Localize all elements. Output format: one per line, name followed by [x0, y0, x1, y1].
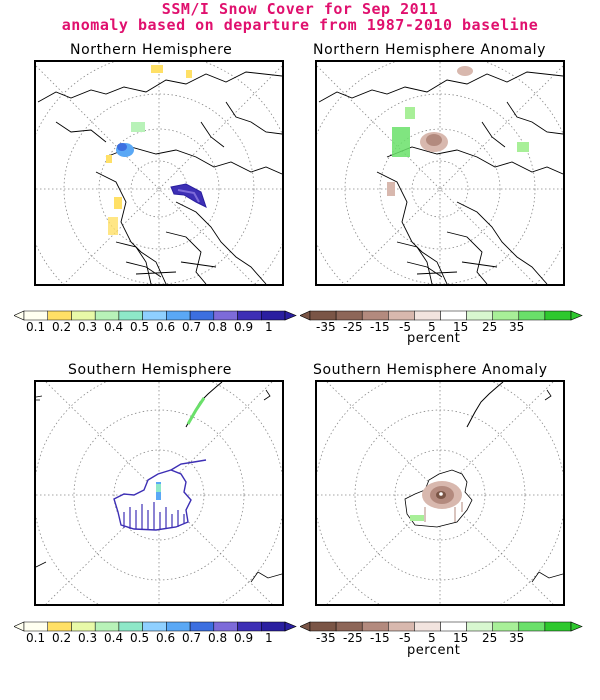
- cover-tick-label: 0.5: [130, 320, 150, 334]
- cover-tick-label: 0.2: [52, 631, 72, 645]
- anomaly-tick-label: 35: [509, 631, 525, 645]
- colorbar-cell: [518, 621, 546, 632]
- cover-tick-label: 0.7: [182, 320, 202, 334]
- colorbar-cell: [544, 310, 572, 321]
- colorbar-cell: [189, 621, 215, 632]
- colorbar-cell: [142, 621, 167, 632]
- colorbar-cell: [94, 310, 120, 321]
- anomaly-tick-label: -15: [370, 631, 390, 645]
- anomaly-tick-label: -35: [316, 631, 336, 645]
- cover-tick-label: 1: [265, 631, 273, 645]
- figure-title: SSM/I Snow Cover for Sep 2011: [161, 0, 439, 18]
- colorbar-cell: [23, 621, 48, 632]
- nh-panel-title: Northern Hemisphere: [70, 42, 233, 58]
- colorbar-cell: [492, 621, 520, 632]
- colorbar-cell: [492, 310, 520, 321]
- colorbar-cell: [189, 310, 215, 321]
- anomaly-tick-label: 25: [482, 631, 498, 645]
- cover-colorbar-bottom: [14, 621, 297, 632]
- colorbar-cell: [414, 310, 441, 321]
- colorbar-cell: [142, 310, 167, 321]
- anomaly-tick-label: 15: [453, 320, 469, 334]
- anomaly-colorbar-bottom: [300, 621, 583, 632]
- colorbar-cell: [47, 621, 72, 632]
- colorbar-cell: [118, 310, 143, 321]
- colorbar-cell: [414, 621, 441, 632]
- colorbar-cell: [71, 310, 96, 321]
- anomaly-tick-label: 25: [482, 320, 498, 334]
- colorbar-cell: [361, 310, 389, 321]
- cover-colorbar: [14, 310, 297, 321]
- cover-tick-label: 0.4: [104, 631, 124, 645]
- colorbar-cell: [518, 310, 546, 321]
- colorbar-cell: [544, 621, 572, 632]
- cover-tick-label: 0.2: [52, 320, 72, 334]
- colorbar-cell: [261, 621, 286, 632]
- anomaly-colorbar: [300, 310, 583, 321]
- nh-snow-anomaly-map: [315, 60, 565, 286]
- anomaly-tick-label: 15: [453, 631, 469, 645]
- cover-tick-label: 0.5: [130, 631, 150, 645]
- colorbar-cell: [118, 621, 143, 632]
- colorbar-cell: [466, 621, 493, 632]
- cover-tick-label: 0.1: [26, 320, 46, 334]
- cover-tick-label: 0.9: [234, 320, 254, 334]
- colorbar-cell: [361, 621, 389, 632]
- colorbar-cell: [213, 310, 238, 321]
- colorbar-cell: [47, 310, 72, 321]
- colorbar-cell: [388, 621, 415, 632]
- anomaly-tick-label: -15: [370, 320, 390, 334]
- anomaly-tick-label: 5: [428, 631, 436, 645]
- cover-tick-label: 0.3: [78, 631, 98, 645]
- cover-tick-label: 0.8: [208, 631, 228, 645]
- cover-tick-label: 1: [265, 320, 273, 334]
- colorbar-cell: [440, 621, 467, 632]
- colorbar-cell: [23, 310, 48, 321]
- anomaly-colorbar-unit-bottom: percent: [407, 643, 461, 658]
- colorbar-cell: [466, 310, 493, 321]
- colorbar-cell: [237, 621, 262, 632]
- colorbar-cell: [166, 310, 191, 321]
- anomaly-colorbar-unit: percent: [407, 331, 461, 346]
- colorbar-cell: [166, 621, 191, 632]
- colorbar-cell: [213, 621, 238, 632]
- sh-anomaly-panel-title: Southern Hemisphere Anomaly: [313, 362, 548, 378]
- cover-tick-label: 0.9: [234, 631, 254, 645]
- colorbar-cell: [94, 621, 120, 632]
- sh-snow-cover-map: [34, 380, 284, 606]
- nh-snow-cover-map: [34, 60, 284, 286]
- anomaly-tick-label: -25: [343, 631, 363, 645]
- cover-tick-label: 0.1: [26, 631, 46, 645]
- sh-snow-anomaly-map: [315, 380, 565, 606]
- colorbar-cell: [309, 310, 337, 321]
- colorbar-cell: [440, 310, 467, 321]
- anomaly-tick-label: -5: [399, 320, 411, 334]
- colorbar-cell: [388, 310, 415, 321]
- sh-panel-title: Southern Hemisphere: [68, 362, 232, 378]
- cover-tick-label: 0.3: [78, 320, 98, 334]
- cover-tick-label: 0.4: [104, 320, 124, 334]
- anomaly-tick-label: 5: [428, 320, 436, 334]
- figure-subtitle: anomaly based on departure from 1987-201…: [61, 16, 539, 34]
- cover-tick-label: 0.6: [156, 320, 176, 334]
- colorbar-cell: [309, 621, 337, 632]
- anomaly-tick-label: -25: [343, 320, 363, 334]
- colorbar-cell: [261, 310, 286, 321]
- colorbar-cell: [71, 621, 96, 632]
- colorbar-cell: [237, 310, 262, 321]
- anomaly-tick-label: -35: [316, 320, 336, 334]
- colorbar-cell: [335, 621, 363, 632]
- cover-tick-label: 0.6: [156, 631, 176, 645]
- anomaly-tick-label: -5: [399, 631, 411, 645]
- anomaly-tick-label: 35: [509, 320, 525, 334]
- colorbar-cell: [335, 310, 363, 321]
- nh-anomaly-panel-title: Northern Hemisphere Anomaly: [313, 42, 547, 58]
- cover-tick-label: 0.8: [208, 320, 228, 334]
- cover-tick-label: 0.7: [182, 631, 202, 645]
